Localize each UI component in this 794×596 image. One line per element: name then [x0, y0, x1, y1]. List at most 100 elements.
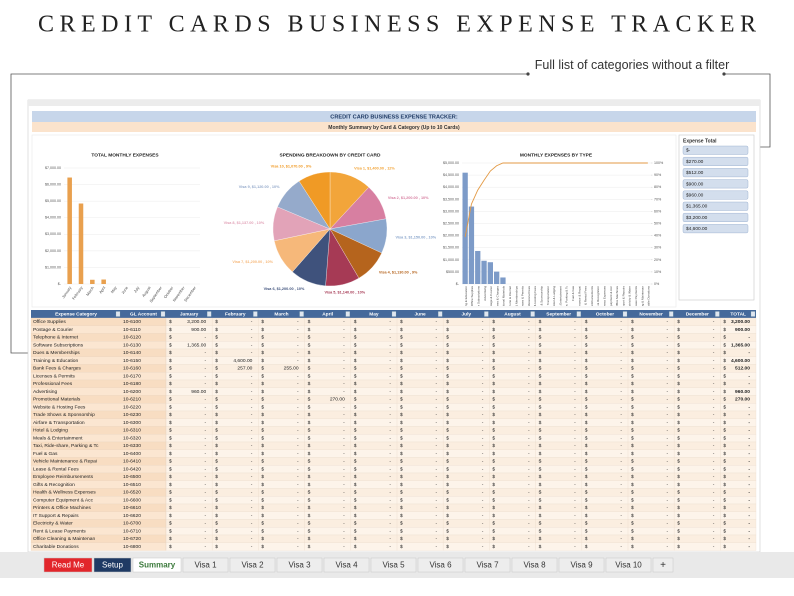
currency-symbol: $ — [169, 397, 172, 403]
sheet-tab-label[interactable]: Visa 2 — [241, 561, 264, 570]
month-amount: - — [389, 328, 391, 333]
month-amount: - — [667, 413, 669, 418]
month-amount: - — [251, 545, 253, 550]
sheet-tab[interactable] — [182, 557, 229, 573]
filter-button[interactable] — [438, 311, 443, 317]
slicer-item[interactable] — [682, 224, 749, 234]
slicer-item-label[interactable]: $900.00 — [686, 181, 704, 187]
slicer-item[interactable] — [682, 168, 749, 178]
slicer-item-label[interactable]: $270.00 — [686, 159, 704, 165]
month-amount: - — [389, 390, 391, 395]
month-amount: - — [620, 328, 622, 333]
slicer-item-label[interactable]: $960.00 — [686, 192, 704, 198]
slicer-item[interactable] — [682, 156, 749, 166]
month-amount: - — [482, 483, 484, 488]
currency-symbol: $ — [631, 404, 634, 410]
slicer-item[interactable] — [682, 212, 749, 222]
sheet-tab-label[interactable]: Visa 1 — [194, 561, 217, 570]
currency-symbol: $ — [169, 505, 172, 511]
currency-symbol: $ — [492, 482, 495, 488]
filter-button[interactable] — [160, 311, 166, 317]
slicer-item[interactable] — [682, 190, 749, 200]
filter-button[interactable] — [391, 311, 397, 317]
filter-button[interactable] — [530, 311, 535, 317]
slicer-item-label[interactable]: $1,365.00 — [686, 204, 708, 210]
currency-symbol: $ — [677, 373, 680, 379]
month-amount: - — [574, 460, 576, 465]
currency-symbol: $ — [723, 358, 726, 364]
sheet-tab[interactable] — [43, 557, 93, 573]
month-amount: - — [389, 320, 391, 325]
slicer-item[interactable] — [682, 179, 749, 189]
sheet-tab-label[interactable]: Visa 9 — [570, 561, 593, 570]
sheet-tab[interactable] — [558, 557, 605, 573]
currency-symbol: $ — [723, 389, 726, 395]
filter-button[interactable] — [622, 311, 628, 317]
filter-button[interactable] — [207, 311, 212, 317]
filter-button[interactable] — [299, 311, 304, 317]
sheet-tab-label[interactable]: Setup — [102, 561, 123, 570]
y-tick-label: $1,000.00 — [45, 265, 61, 269]
month-amount: - — [667, 460, 669, 465]
slicer-item-label[interactable]: $512.00 — [686, 170, 704, 176]
sheet-tab-label[interactable]: Summary — [139, 561, 176, 570]
sheet-tab[interactable] — [132, 557, 182, 573]
sheet-tab[interactable] — [605, 557, 652, 573]
x-tick-label: Gifts & Recognition — [596, 286, 600, 312]
month-amount: - — [713, 537, 715, 542]
currency-symbol: $ — [215, 358, 218, 364]
month-amount: - — [436, 498, 438, 503]
currency-symbol: $ — [492, 521, 495, 527]
filter-button[interactable] — [115, 311, 121, 317]
month-amount: - — [436, 382, 438, 387]
currency-symbol: $ — [261, 389, 264, 395]
filter-button[interactable] — [715, 311, 720, 317]
currency-symbol: $ — [308, 381, 311, 387]
sheet-tab[interactable] — [511, 557, 558, 573]
currency-symbol: $ — [492, 358, 495, 364]
sheet-tab[interactable] — [417, 557, 464, 573]
sheet-tab-label[interactable]: + — [660, 560, 666, 571]
currency-symbol: $ — [215, 536, 218, 542]
filter-button[interactable] — [253, 311, 258, 317]
expense-category: Fuel & Gas — [33, 451, 58, 457]
y2-tick-label: 100% — [654, 161, 664, 165]
currency-symbol: $ — [215, 505, 218, 511]
gl-account: 10-6420 — [123, 466, 141, 472]
sheet-tab-label[interactable]: Visa 5 — [382, 561, 405, 570]
sheet-tab[interactable] — [229, 557, 276, 573]
sheet-tab[interactable] — [370, 557, 417, 573]
y-tick-label: $1,000.00 — [443, 258, 459, 262]
currency-symbol: $ — [354, 521, 357, 527]
slicer-item-label[interactable]: $- — [686, 148, 691, 154]
sheet-tab-label[interactable]: Read Me — [52, 561, 85, 570]
month-amount: - — [436, 359, 438, 364]
sheet-tab[interactable] — [464, 557, 511, 573]
filter-button[interactable] — [669, 311, 674, 317]
filter-button[interactable] — [750, 311, 756, 317]
filter-button[interactable] — [345, 311, 350, 317]
sheet-tab-label[interactable]: Visa 7 — [476, 561, 499, 570]
sheet-tab[interactable] — [652, 557, 674, 573]
sheet-tab-label[interactable]: Visa 10 — [615, 561, 642, 570]
slicer-item[interactable] — [682, 201, 749, 211]
currency-symbol: $ — [446, 536, 449, 542]
sheet-tab[interactable] — [276, 557, 323, 573]
slicer-item[interactable] — [682, 145, 749, 155]
sheet-tab[interactable] — [93, 557, 132, 573]
sheet-tab-label[interactable]: Visa 4 — [335, 561, 358, 570]
currency-symbol: $ — [354, 366, 357, 372]
currency-symbol: $ — [677, 404, 680, 410]
month-amount: - — [343, 413, 345, 418]
sheet-tab-label[interactable]: Visa 3 — [288, 561, 311, 570]
y-tick-label: $4,500.00 — [443, 173, 459, 177]
sheet-tab[interactable] — [323, 557, 370, 573]
sheet-tab-label[interactable]: Visa 8 — [523, 561, 546, 570]
filter-button[interactable] — [484, 311, 489, 317]
slicer-item-label[interactable]: $3,200.00 — [686, 215, 708, 221]
sheet-tab-label[interactable]: Visa 6 — [429, 561, 452, 570]
currency-symbol: $ — [539, 474, 542, 480]
month-amount: - — [620, 405, 622, 410]
filter-button[interactable] — [576, 311, 581, 317]
slicer-item-label[interactable]: $4,600.00 — [686, 226, 708, 232]
